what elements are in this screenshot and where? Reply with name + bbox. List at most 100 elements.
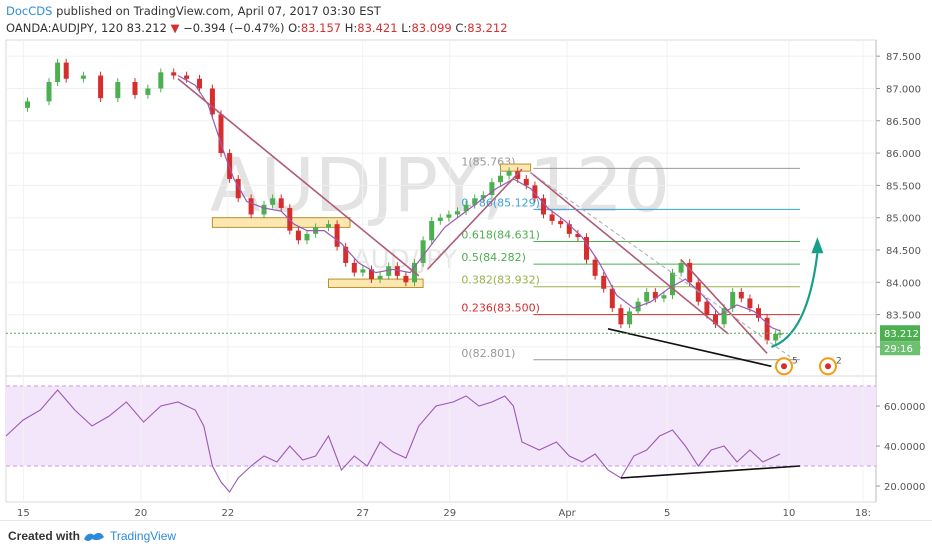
- bullish-arrow: [771, 253, 819, 348]
- candle-body: [132, 82, 138, 95]
- event-count: 2: [836, 356, 842, 366]
- candle-body: [609, 288, 615, 309]
- candle-body: [80, 75, 86, 79]
- rsi-tick-label: 60.0000: [884, 402, 925, 413]
- chart-header: DocCDS published on TradingView.com, Apr…: [0, 0, 932, 36]
- candle-body: [218, 114, 224, 154]
- price-tick-label: 87.000: [886, 84, 921, 95]
- price-tick-label: 85.500: [886, 181, 921, 192]
- candle-body: [558, 220, 564, 225]
- candle-body: [158, 72, 164, 89]
- candle-body: [270, 198, 276, 205]
- candle-body: [532, 185, 538, 199]
- high-value: 83.421: [357, 21, 398, 35]
- countdown-badge: [880, 341, 920, 356]
- moving-average-line: [177, 74, 781, 332]
- countdown-label: 29:16: [884, 344, 913, 355]
- candle-body: [394, 266, 400, 276]
- symbol-line: OANDA:AUDJPY, 120 83.212 ▼ −0.394 (−0.47…: [6, 21, 508, 35]
- close-label: C:: [455, 21, 468, 35]
- candle-body: [455, 211, 460, 215]
- candle-body: [730, 292, 736, 309]
- candle-body: [777, 333, 783, 335]
- candle-body: [429, 220, 435, 241]
- trendline-arrow: [426, 168, 523, 270]
- candle-body: [738, 292, 744, 299]
- fib-level-label: 0.236(83.500): [461, 302, 540, 315]
- candle-body: [197, 78, 202, 89]
- price-tick-label: 84.000: [886, 278, 921, 289]
- candle-body: [171, 72, 177, 76]
- time-tick-label: 27: [356, 508, 369, 519]
- candle-body: [661, 295, 667, 299]
- candle-body: [523, 178, 529, 186]
- candle-body: [566, 224, 572, 234]
- trendline-arrow: [177, 78, 420, 277]
- footer-bar: Created with TradingView: [0, 520, 932, 551]
- last-price-label: 83.212: [884, 329, 919, 340]
- fib-level-label: 0.5(84.282): [461, 251, 526, 264]
- candle-body: [515, 171, 521, 179]
- candle-body: [601, 275, 607, 289]
- author-link[interactable]: DocCDS: [6, 4, 53, 18]
- bullish-arrow-head: [811, 237, 824, 254]
- time-tick-label: 22: [221, 508, 234, 519]
- time-tick-label: 29: [443, 508, 456, 519]
- candle-body: [678, 262, 684, 273]
- candle-body: [343, 246, 349, 263]
- time-tick-label: 20: [134, 508, 147, 519]
- chart-svg[interactable]: AUDJPY, 120AUD/JPY87.50087.00086.50086.0…: [0, 36, 932, 520]
- candle-body: [592, 259, 598, 276]
- candle-body: [747, 298, 753, 309]
- time-tick-label: 10: [783, 508, 796, 519]
- candle-body: [386, 266, 392, 276]
- candle-body: [261, 204, 267, 215]
- tradingview-logo-icon: [84, 532, 104, 541]
- price-change: −0.394 (−0.47%): [183, 21, 285, 35]
- price-tick-label: 84.500: [886, 246, 921, 257]
- candle-body: [472, 198, 478, 205]
- candle-body: [506, 171, 512, 176]
- open-label: O:: [288, 21, 301, 35]
- candle-body: [46, 82, 52, 102]
- candle-body: [334, 224, 340, 247]
- open-value: 83.157: [300, 21, 342, 35]
- rsi-tick-label: 40.0000: [884, 442, 925, 453]
- candle-body: [115, 82, 121, 99]
- candle-body: [235, 178, 241, 199]
- price-divergence-line: [607, 328, 772, 368]
- candle-body: [713, 314, 718, 325]
- time-tick-label: 5: [664, 508, 670, 519]
- rsi-tick-label: 20.0000: [884, 482, 925, 493]
- candle-body: [584, 237, 589, 260]
- time-tick-label: 15: [17, 508, 30, 519]
- event-flag-dot: [825, 363, 831, 370]
- candle-body: [278, 198, 284, 208]
- time-tick-label: 18:: [855, 508, 871, 519]
- candle-body: [145, 88, 151, 95]
- price-tick-label: 85.000: [886, 214, 921, 225]
- candle-body: [541, 198, 546, 215]
- candle-body: [575, 233, 581, 238]
- tradingview-brand[interactable]: TradingView: [110, 529, 177, 543]
- candle-body: [248, 198, 254, 215]
- rsi-divergence-line: [620, 465, 801, 479]
- event-count: 5: [792, 356, 798, 366]
- rsi-line: [5, 389, 781, 493]
- last-price-badge: [880, 325, 920, 342]
- candle-body: [670, 272, 675, 296]
- publish-info: published on TradingView.com, April 07, …: [56, 4, 381, 18]
- last-price: 83.212: [126, 21, 167, 35]
- price-tick-label: 86.500: [886, 117, 921, 128]
- candle-body: [498, 175, 503, 183]
- candle-body: [184, 75, 190, 79]
- trendline-arrow: [680, 259, 768, 354]
- candle-body: [764, 317, 770, 341]
- price-tick-label: 87.500: [886, 52, 921, 63]
- top-zone: [500, 163, 532, 172]
- symbol-name[interactable]: OANDA:AUDJPY, 120: [6, 21, 124, 35]
- candle-body: [687, 262, 693, 283]
- candle-body: [209, 88, 215, 115]
- candle-body: [756, 308, 761, 318]
- publish-line: DocCDS published on TradingView.com, Apr…: [6, 4, 381, 18]
